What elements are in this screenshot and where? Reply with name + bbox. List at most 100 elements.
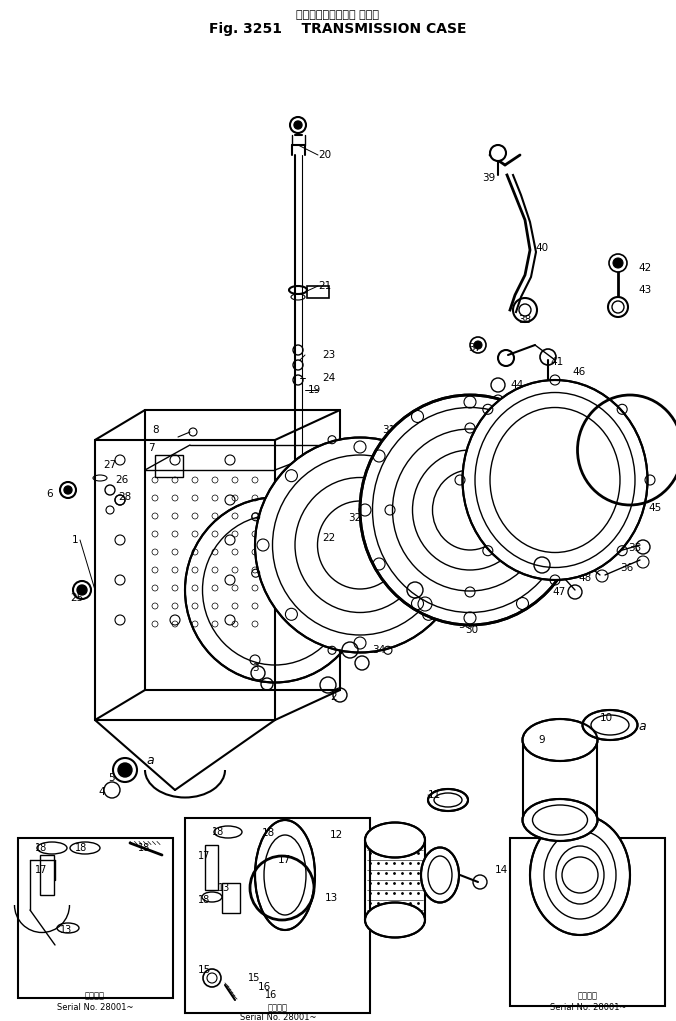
Text: 29: 29	[535, 562, 548, 572]
Ellipse shape	[255, 438, 465, 652]
Text: Serial No. 28001~: Serial No. 28001~	[57, 1003, 133, 1012]
Text: 18: 18	[35, 843, 47, 853]
Text: トランスミッション ケース: トランスミッション ケース	[297, 10, 379, 20]
Circle shape	[490, 145, 506, 161]
Text: 22: 22	[322, 533, 335, 543]
Text: Serial No. 28001~: Serial No. 28001~	[240, 1014, 316, 1021]
Text: 10: 10	[600, 713, 613, 723]
Text: a: a	[638, 721, 646, 733]
Text: 18: 18	[138, 843, 150, 853]
Text: 24: 24	[322, 373, 335, 383]
Text: 44: 44	[510, 380, 523, 390]
Circle shape	[294, 121, 302, 129]
Text: 39: 39	[482, 173, 496, 183]
Text: 12: 12	[330, 830, 343, 840]
Text: 48: 48	[578, 573, 592, 583]
Text: 14: 14	[495, 865, 508, 875]
Text: 27: 27	[103, 460, 116, 470]
Text: 8: 8	[152, 425, 159, 435]
Text: a: a	[146, 753, 154, 767]
Ellipse shape	[523, 719, 598, 761]
Text: 20: 20	[318, 150, 331, 160]
Text: 17: 17	[278, 855, 291, 865]
Text: 5: 5	[108, 773, 115, 783]
Circle shape	[118, 763, 132, 777]
Text: 42: 42	[638, 263, 651, 273]
Text: 33: 33	[378, 503, 391, 513]
Text: 2: 2	[330, 692, 337, 702]
Text: 46: 46	[572, 367, 585, 377]
Text: 38: 38	[518, 315, 531, 325]
Text: 15: 15	[198, 965, 211, 975]
Text: Serial No. 28001~: Serial No. 28001~	[550, 1003, 626, 1012]
Text: 18: 18	[262, 828, 275, 838]
Ellipse shape	[255, 820, 315, 930]
Ellipse shape	[421, 847, 459, 903]
Bar	[222, 883, 240, 913]
Ellipse shape	[462, 380, 648, 580]
Ellipse shape	[365, 823, 425, 858]
Circle shape	[474, 341, 482, 349]
Text: 7: 7	[148, 443, 155, 453]
Text: 3: 3	[252, 663, 259, 673]
Text: 36: 36	[620, 563, 633, 573]
Text: 37: 37	[468, 343, 481, 353]
Text: 4: 4	[98, 787, 105, 797]
Text: 19: 19	[308, 385, 321, 395]
Text: 13: 13	[325, 893, 338, 903]
Text: 適用号機: 適用号機	[578, 991, 598, 1001]
Text: 28: 28	[118, 492, 131, 502]
Bar	[205, 845, 218, 890]
Text: 1: 1	[72, 535, 78, 545]
Text: 18: 18	[212, 827, 224, 837]
Text: 31: 31	[382, 425, 395, 435]
Ellipse shape	[523, 799, 598, 841]
Bar	[185, 818, 370, 1013]
Circle shape	[608, 297, 628, 317]
Bar	[307, 286, 329, 298]
Text: 43: 43	[638, 285, 651, 295]
Circle shape	[203, 969, 221, 987]
Text: 34: 34	[372, 645, 385, 655]
Text: 18: 18	[198, 895, 210, 905]
Text: 21: 21	[318, 281, 331, 291]
Circle shape	[77, 585, 87, 595]
Bar	[18, 838, 173, 998]
Text: 17: 17	[198, 850, 210, 861]
Text: 適用号機: 適用号機	[85, 991, 105, 1001]
Text: 16: 16	[258, 982, 271, 992]
Text: 40: 40	[535, 243, 548, 253]
Bar	[155, 455, 183, 477]
Bar	[510, 838, 665, 1006]
Text: 15: 15	[248, 973, 260, 983]
Circle shape	[609, 254, 627, 272]
Text: 13: 13	[218, 883, 231, 893]
Text: 16: 16	[265, 990, 277, 1000]
Ellipse shape	[530, 815, 630, 935]
Text: 32: 32	[348, 513, 361, 523]
Text: 6: 6	[46, 489, 53, 499]
Text: 23: 23	[322, 350, 335, 360]
Text: 9: 9	[538, 735, 545, 745]
Text: 47: 47	[552, 587, 565, 597]
Text: 18: 18	[75, 843, 87, 853]
Ellipse shape	[428, 789, 468, 811]
Ellipse shape	[365, 903, 425, 937]
Text: 適用号機: 適用号機	[268, 1004, 288, 1013]
Bar	[40, 855, 54, 895]
Text: Fig. 3251    TRANSMISSION CASE: Fig. 3251 TRANSMISSION CASE	[210, 22, 466, 36]
Ellipse shape	[185, 497, 365, 682]
Text: 45: 45	[648, 503, 661, 513]
Text: 17: 17	[35, 865, 47, 875]
Text: 25: 25	[70, 593, 83, 603]
Text: 26: 26	[115, 475, 128, 485]
Text: 30: 30	[465, 625, 478, 635]
Text: 35: 35	[628, 543, 642, 553]
Text: 41: 41	[550, 357, 563, 367]
Circle shape	[613, 258, 623, 268]
Text: 11: 11	[428, 790, 441, 800]
Ellipse shape	[583, 710, 637, 740]
Text: 13: 13	[60, 925, 72, 935]
Circle shape	[64, 486, 72, 494]
Text: 30: 30	[458, 620, 472, 630]
